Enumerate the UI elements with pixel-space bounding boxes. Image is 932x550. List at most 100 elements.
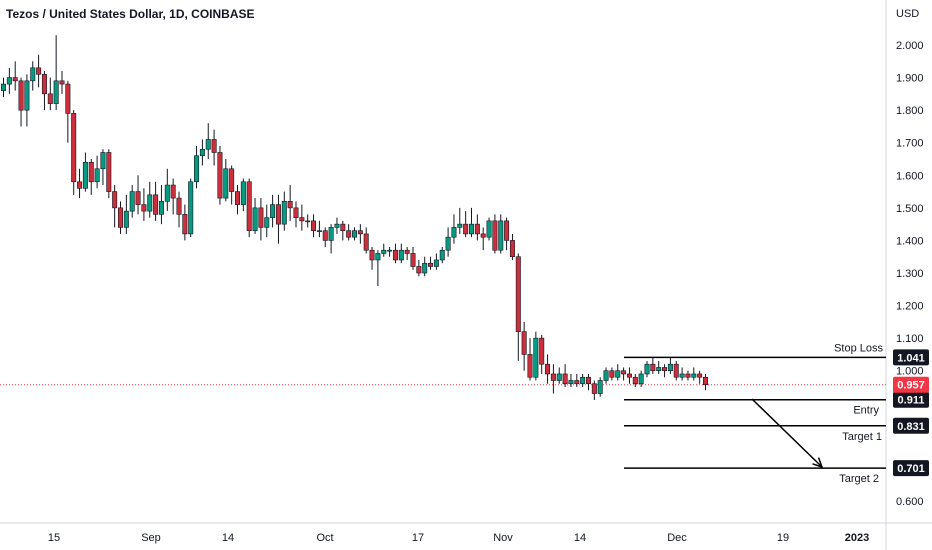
candle-body bbox=[363, 233, 369, 251]
candle-body bbox=[410, 253, 416, 267]
candle-body bbox=[697, 373, 703, 378]
candle-body bbox=[311, 220, 317, 231]
level-label: Entry bbox=[853, 405, 879, 417]
candle-body bbox=[550, 373, 556, 381]
candle-body bbox=[580, 376, 586, 385]
candle-body bbox=[270, 204, 276, 218]
y-tick-label: 1.100 bbox=[896, 333, 924, 345]
candle-body bbox=[205, 139, 211, 150]
last-price-badge bbox=[893, 376, 929, 393]
candle-body bbox=[615, 370, 621, 378]
candle-body bbox=[650, 363, 656, 372]
y-tick-label: 1.400 bbox=[896, 235, 924, 247]
candle-body bbox=[59, 80, 65, 85]
candle-body bbox=[545, 363, 551, 375]
candle-body bbox=[585, 376, 591, 385]
candle-body bbox=[527, 354, 533, 378]
candle-body bbox=[170, 184, 176, 199]
candle-body bbox=[53, 80, 59, 104]
candle-body bbox=[667, 363, 673, 372]
candle-body bbox=[609, 370, 615, 378]
candle-body bbox=[71, 113, 77, 183]
candle-body bbox=[246, 181, 252, 231]
candle-body bbox=[118, 207, 124, 228]
candle-body bbox=[369, 249, 375, 261]
x-tick-label: Oct bbox=[316, 532, 333, 544]
level-price-badge bbox=[893, 417, 929, 434]
candle-body bbox=[498, 220, 504, 251]
x-tick-label: 14 bbox=[222, 532, 234, 544]
candle-body bbox=[194, 155, 200, 183]
candle-body bbox=[480, 233, 486, 238]
candle-body bbox=[305, 220, 311, 223]
candle-body bbox=[94, 168, 100, 183]
candle-body bbox=[451, 227, 457, 238]
candle-body bbox=[188, 181, 194, 235]
level-price-label: 1.041 bbox=[897, 352, 925, 364]
candle-body bbox=[685, 373, 691, 378]
candle-body bbox=[539, 337, 545, 365]
candle-body bbox=[673, 363, 679, 378]
y-tick-label: 1.300 bbox=[896, 268, 924, 280]
candle-body bbox=[328, 227, 334, 241]
candle-body bbox=[644, 363, 650, 375]
candle-body bbox=[346, 230, 352, 238]
candle-body bbox=[597, 380, 603, 394]
candle-body bbox=[515, 256, 521, 332]
candle-body bbox=[691, 373, 697, 378]
y-tick-label: 1.000 bbox=[896, 366, 924, 378]
candle-body bbox=[30, 67, 36, 82]
candle-body bbox=[621, 370, 627, 375]
candle-body bbox=[574, 380, 580, 385]
x-tick-label: 15 bbox=[48, 532, 60, 544]
candle-body bbox=[0, 83, 7, 91]
candle-body bbox=[129, 191, 135, 212]
candle-body bbox=[568, 380, 574, 385]
candle-body bbox=[229, 168, 235, 192]
candle-body bbox=[392, 249, 398, 261]
candle-body bbox=[591, 383, 597, 394]
candle-body bbox=[521, 331, 527, 355]
currency-label: USD bbox=[896, 8, 919, 20]
level-price-label: 0.831 bbox=[897, 421, 925, 433]
candle-body bbox=[322, 230, 328, 241]
candle-body bbox=[463, 223, 469, 235]
candle-body bbox=[556, 373, 562, 381]
candle-body bbox=[36, 67, 42, 75]
candle-body bbox=[603, 370, 609, 381]
y-tick-label: 1.800 bbox=[896, 105, 924, 117]
candle-body bbox=[41, 74, 47, 95]
level-price-badge bbox=[893, 460, 929, 477]
candle-body bbox=[275, 204, 281, 225]
x-tick-label: Sep bbox=[141, 532, 161, 544]
y-tick-label: 1.700 bbox=[896, 138, 924, 150]
x-tick-label: 17 bbox=[412, 532, 424, 544]
candle-body bbox=[533, 337, 539, 378]
last-price-label: 0.957 bbox=[897, 380, 925, 392]
candle-body bbox=[24, 80, 30, 111]
candle-body bbox=[82, 161, 88, 189]
chart-title: Tezos / United States Dollar, 1D, COINBA… bbox=[6, 7, 255, 21]
candle-body bbox=[632, 376, 638, 385]
candle-body bbox=[106, 152, 112, 192]
candle-body bbox=[235, 191, 241, 205]
candle-body bbox=[404, 249, 410, 254]
candle-body bbox=[428, 262, 434, 267]
candle-body bbox=[422, 262, 428, 274]
candle-body bbox=[12, 77, 18, 82]
candle-body bbox=[626, 373, 632, 378]
candle-body bbox=[679, 373, 685, 378]
y-tick-label: 1.900 bbox=[896, 73, 924, 85]
candle-body bbox=[474, 223, 480, 235]
candle-body bbox=[217, 152, 223, 199]
candle-body bbox=[240, 181, 246, 205]
level-label: Stop Loss bbox=[834, 342, 883, 354]
candle-body bbox=[135, 191, 141, 205]
y-tick-label: 1.600 bbox=[896, 170, 924, 182]
candle-body bbox=[504, 220, 510, 241]
candle-body bbox=[562, 373, 568, 385]
x-tick-label: Dec bbox=[667, 532, 687, 544]
projection-arrow-head bbox=[812, 457, 824, 469]
candle-body bbox=[492, 220, 498, 251]
